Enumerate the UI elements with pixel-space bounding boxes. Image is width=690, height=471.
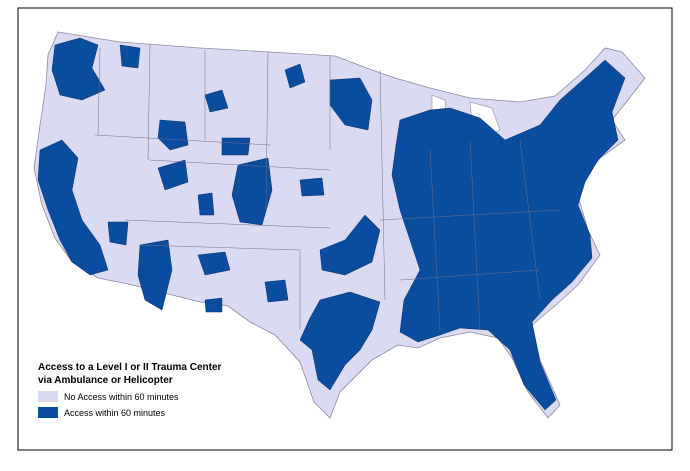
legend-label: Access within 60 minutes xyxy=(64,408,166,418)
legend-swatch-access xyxy=(38,407,58,418)
legend-swatch-no-access xyxy=(38,391,58,402)
access-small-6 xyxy=(264,279,289,303)
state-borders xyxy=(94,43,561,331)
access-east xyxy=(391,59,626,411)
access-small-8 xyxy=(119,44,141,69)
access-kc-okc xyxy=(319,214,381,276)
access-phoenix xyxy=(137,239,173,311)
access-small-11 xyxy=(197,192,215,216)
access-small-12 xyxy=(204,297,223,313)
access-small-1 xyxy=(157,119,189,151)
access-denver xyxy=(231,157,273,226)
access-cal xyxy=(37,139,109,276)
access-small-10 xyxy=(107,221,129,246)
access-texas xyxy=(299,291,381,391)
access-small-7 xyxy=(299,177,325,197)
access-pnw xyxy=(51,37,106,101)
legend-title: via Ambulance or Helicopter xyxy=(38,375,173,386)
access-small-5 xyxy=(204,89,229,113)
access-areas xyxy=(37,37,626,411)
access-small-9 xyxy=(157,159,189,191)
legend-label: No Access within 60 minutes xyxy=(64,392,179,402)
state-border xyxy=(94,43,561,331)
access-small-4 xyxy=(284,63,306,89)
legend-title: Access to a Level I or II Trauma Center xyxy=(38,362,222,373)
access-small-2 xyxy=(197,251,231,276)
access-small-3 xyxy=(221,137,251,156)
